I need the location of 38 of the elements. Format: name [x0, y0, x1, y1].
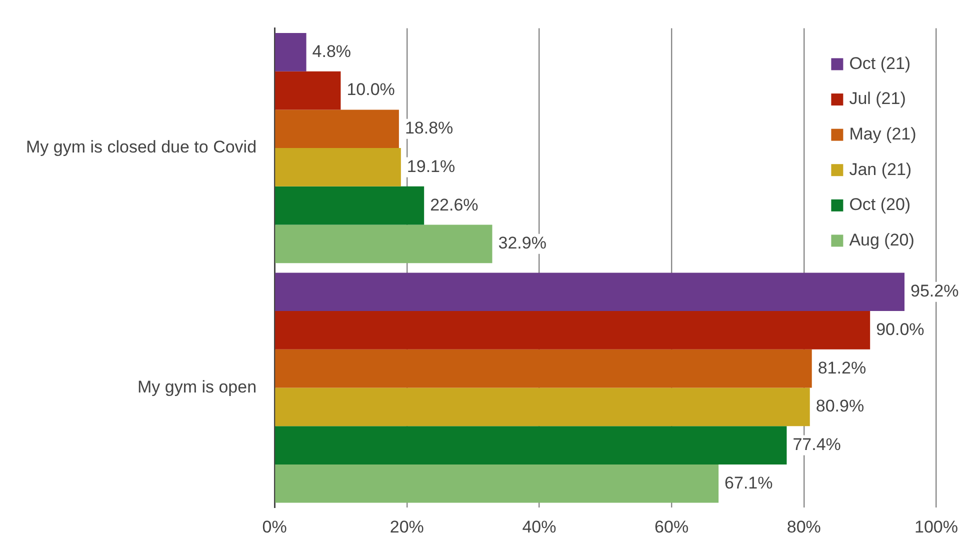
data-label: 67.1%	[724, 473, 773, 492]
bar	[275, 32, 306, 72]
x-tick-label: 60%	[654, 517, 689, 536]
data-label: 22.6%	[430, 195, 478, 214]
bar	[275, 272, 904, 312]
data-label: 95.2%	[910, 282, 959, 301]
data-label: 10.0%	[346, 80, 395, 100]
data-label: 19.1%	[406, 156, 456, 176]
bar	[275, 311, 870, 350]
y-tick-label: My gym is open	[137, 377, 257, 396]
x-tick-label: 0%	[262, 517, 287, 536]
x-tick-label: 20%	[390, 517, 424, 536]
data-label: 32.9%	[498, 234, 546, 253]
bar	[275, 148, 401, 186]
legend-label: Oct (20)	[849, 195, 911, 214]
data-label: 90.0%	[876, 320, 924, 339]
y-tick-label: My gym is closed due to Covid	[26, 138, 257, 157]
data-label: 81.2%	[818, 358, 866, 378]
x-tick-label: 100%	[914, 517, 958, 536]
data-label: 18.8%	[404, 118, 454, 138]
legend-label: May (21)	[849, 124, 916, 144]
bar	[275, 71, 341, 110]
bar	[275, 186, 424, 225]
legend-label: Jan (21)	[849, 160, 912, 179]
bar	[275, 110, 399, 148]
bar	[275, 349, 812, 388]
legend-label: Jul (21)	[849, 89, 906, 108]
legend-label: Oct (21)	[849, 54, 911, 73]
x-tick-label: 40%	[522, 517, 556, 536]
x-tick-label: 80%	[786, 517, 821, 536]
bar	[275, 388, 810, 426]
data-label: 77.4%	[792, 434, 841, 454]
bar	[275, 224, 492, 264]
data-label: 80.9%	[816, 396, 864, 416]
data-label: 4.8%	[312, 42, 352, 61]
bar	[275, 464, 719, 503]
legend-label: Aug (20)	[849, 230, 914, 250]
bar	[275, 426, 787, 464]
